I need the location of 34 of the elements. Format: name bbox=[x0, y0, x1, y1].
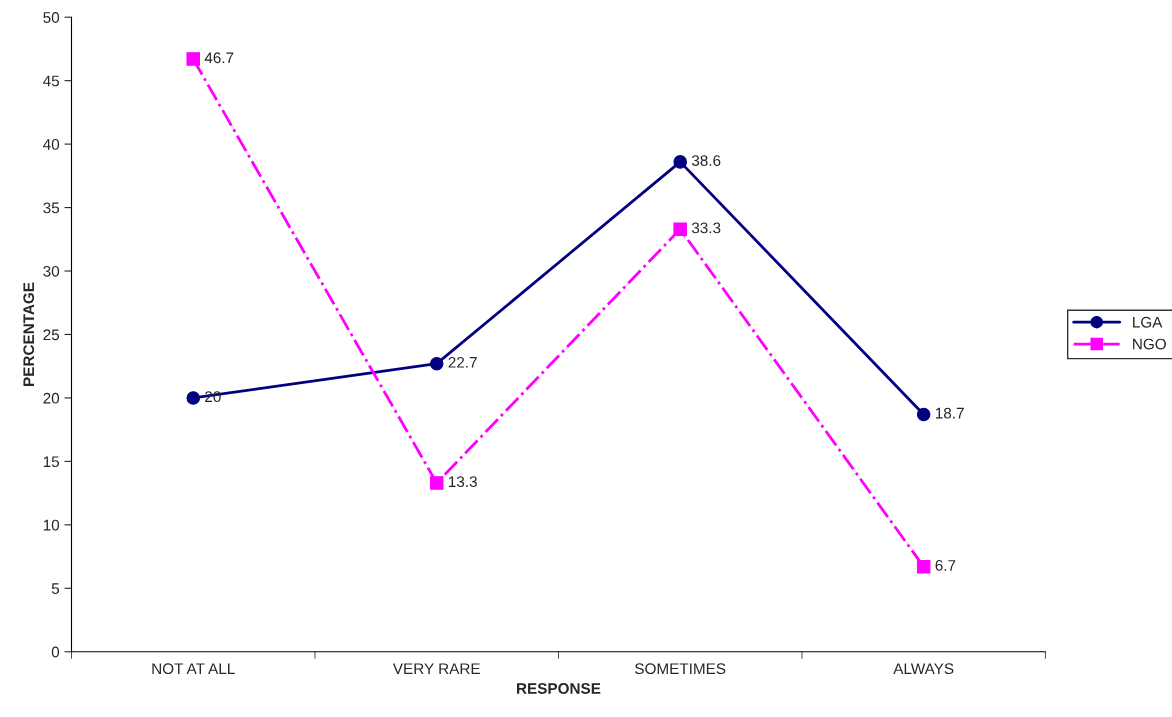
y-tick-label: 30 bbox=[43, 265, 60, 277]
data-label: 18.7 bbox=[935, 407, 964, 419]
data-label: 38.6 bbox=[691, 155, 721, 166]
x-tick-label: VERY RARE bbox=[392, 663, 480, 674]
point bbox=[429, 476, 444, 490]
data-label: 46.7 bbox=[204, 52, 234, 64]
x-tick-label: NOT AT ALL bbox=[152, 663, 235, 675]
data-label: 22.7 bbox=[448, 356, 477, 368]
y-tick-label: 10 bbox=[43, 519, 60, 531]
y-tick-label: 0 bbox=[51, 646, 60, 658]
point bbox=[673, 155, 687, 169]
point bbox=[916, 559, 931, 574]
legend-label: LGA bbox=[1133, 316, 1163, 328]
legend-label: NGO bbox=[1133, 338, 1166, 350]
y-tick-label: 25 bbox=[43, 329, 60, 341]
point bbox=[916, 407, 931, 422]
y-tick-label: 50 bbox=[43, 12, 60, 23]
data-label: 6.7 bbox=[935, 560, 956, 571]
x-axis-title: RESPONSE bbox=[517, 683, 601, 694]
y-tick-label: 35 bbox=[43, 202, 60, 214]
data-label: 33.3 bbox=[691, 222, 721, 234]
y-tick-label: 40 bbox=[43, 138, 60, 150]
point bbox=[673, 222, 687, 236]
point bbox=[429, 356, 444, 371]
y-tick-label: 45 bbox=[43, 75, 60, 87]
point bbox=[186, 52, 200, 66]
point bbox=[186, 391, 200, 405]
y-tick-label: 20 bbox=[43, 392, 60, 404]
y-tick-label: 15 bbox=[43, 456, 60, 468]
data-label: 13.3 bbox=[448, 476, 477, 488]
y-axis-title: PERCENTAGE bbox=[23, 282, 35, 386]
x-tick-label: ALWAYS bbox=[893, 663, 954, 675]
x-tick-label: SOMETIMES bbox=[635, 663, 726, 675]
y-tick-label: 5 bbox=[51, 583, 60, 594]
